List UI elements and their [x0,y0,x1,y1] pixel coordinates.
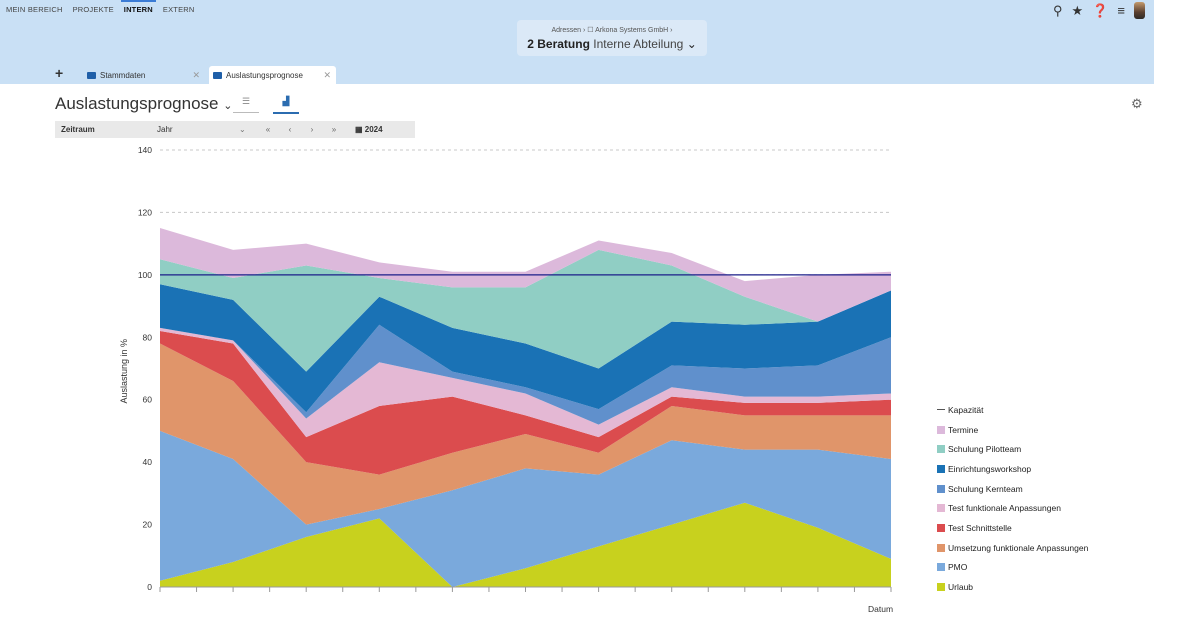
nav-mein-bereich[interactable]: MEIN BEREICH [6,5,63,14]
context-name: Interne Abteilung [593,37,684,51]
legend-label: Test Schnittstelle [948,522,1012,533]
add-tab-button[interactable]: + [55,65,64,81]
y-tick-label: 120 [138,207,152,217]
tab-icon [87,71,96,79]
area-series-6[interactable] [160,284,891,413]
page-title[interactable]: Auslastungsprognose ⌄ [55,94,233,113]
area-series-1[interactable] [160,430,891,587]
star-icon[interactable]: ★ [1071,2,1084,18]
list-view-icon[interactable]: ☰ [233,96,259,113]
page-margin [1154,0,1196,626]
legend-swatch [937,445,945,454]
chart-areas [160,228,891,587]
tab-label: Stammdaten [100,70,146,80]
legend-swatch [937,425,945,434]
tab-icon [213,71,222,79]
period-select[interactable]: Jahr [157,125,173,134]
y-tick-label: 80 [143,332,153,342]
y-tick-label: 20 [143,520,153,530]
legend-item-7[interactable]: Schulung Pilotteam [937,439,1088,459]
utilization-chart: 0 20 40 60 80 100 120 140 Auslastung in % Datum [119,145,893,614]
legend-item-3[interactable]: Test Schnittstelle [937,518,1088,538]
last-period-button[interactable]: » [331,125,337,134]
legend-label: Umsetzung funktionale Anpassungen [948,542,1089,553]
legend-swatch [937,464,945,473]
chart-axes [159,586,892,592]
nav-intern[interactable]: INTERN [120,0,157,14]
menu-icon[interactable]: ≡ [1117,3,1125,18]
filter-settings-icon[interactable]: ⚙ [1131,96,1143,111]
y-tick-label: 0 [147,582,152,592]
close-icon[interactable]: ✕ [192,69,200,80]
calendar-icon: ▦ [355,125,365,134]
legend-label: Termine [948,424,979,435]
area-series-5[interactable] [160,324,891,425]
context-switcher[interactable]: Adressen › ☐ Arkona Systems GmbH › 2 Ber… [517,20,707,56]
avatar[interactable] [1133,2,1145,19]
prev-period-button[interactable]: ‹ [288,125,292,134]
context-breadcrumb: Adressen › ☐ Arkona Systems GmbH › [551,27,673,34]
search-icon[interactable]: ⚲ [1053,2,1063,18]
legend-item-5[interactable]: Schulung Kernteam [937,479,1088,499]
chart-legend: Kapazität Termine Schulung Pilotteam Einric… [937,400,1088,597]
filter-label: Zeitraum [61,125,95,134]
legend-item-6[interactable]: Einrichtungsworkshop [937,459,1088,479]
y-tick-label: 60 [143,395,153,405]
legend-item-8[interactable]: Termine [937,420,1088,440]
chart-view-icon[interactable]: ▟ [273,96,299,114]
area-series-3[interactable] [160,331,891,475]
legend-item-1[interactable]: PMO [937,558,1088,578]
first-period-button[interactable]: « [265,125,271,134]
chevron-down-icon: ⌄ [223,100,233,112]
legend-item-0[interactable]: Urlaub [937,577,1088,597]
tab-auslastungsprognose[interactable]: Auslastungsprognose ✕ [209,66,336,84]
chevron-down-icon[interactable]: ⌄ [239,125,246,134]
legend-swatch [937,543,945,552]
legend-swatch [937,583,945,592]
tab-stammdaten[interactable]: Stammdaten ✕ [83,66,205,84]
area-series-4[interactable] [160,327,891,438]
legend-swatch [937,484,945,493]
legend-label: Schulung Pilotteam [948,444,1022,455]
legend-swatch [937,409,945,411]
main-nav: MEIN BEREICH PROJEKTE INTERN EXTERN [6,0,195,14]
chevron-down-icon: ⌄ [686,37,697,51]
legend-item-2[interactable]: Umsetzung funktionale Anpassungen [937,538,1088,558]
y-tick-label: 100 [138,270,152,280]
view-switcher: ☰ ▟ [233,96,299,114]
legend-label: Kapazität [948,404,984,415]
legend-item-4[interactable]: Test funktionale Anpassungen [937,498,1088,518]
y-axis-label: Auslastung in % [119,339,129,404]
legend-label: Test funktionale Anpassungen [948,503,1061,514]
legend-label: Schulung Kernteam [948,483,1023,494]
legend-swatch [937,523,945,532]
area-series-7[interactable] [160,249,891,372]
help-icon[interactable]: ❓ [1092,2,1109,18]
legend-item-capacity[interactable]: Kapazität [937,400,1088,420]
header-icons: ⚲ ★ ❓ ≡ [1053,2,1145,19]
close-icon[interactable]: ✕ [323,69,331,80]
context-code: 2 Beratung [527,37,590,51]
y-tick-label: 40 [143,457,153,467]
nav-extern[interactable]: EXTERN [162,5,195,14]
legend-label: PMO [948,562,968,573]
x-axis-label: Datum [868,604,893,614]
y-tick-label: 140 [138,145,152,155]
area-series-0[interactable] [160,502,891,587]
legend-swatch [937,563,945,572]
nav-projekte[interactable]: PROJEKTE [72,5,114,14]
legend-swatch [937,504,945,513]
context-title[interactable]: 2 Beratung Interne Abteilung ⌄ [517,37,707,51]
next-period-button[interactable]: › [310,125,314,134]
legend-label: Einrichtungsworkshop [948,463,1032,474]
legend-label: Urlaub [948,582,974,593]
year-picker[interactable]: ▦ 2024 [355,125,383,134]
filter-bar: Zeitraum Jahr ⌄ « ‹ › » ▦ 2024 [55,121,415,138]
tab-label: Auslastungsprognose [226,70,303,80]
